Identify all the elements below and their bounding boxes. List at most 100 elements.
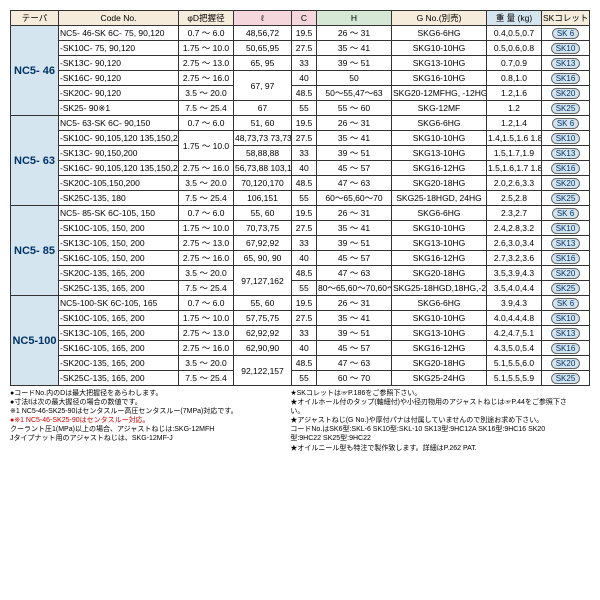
sk-collet-badge: SK20 bbox=[542, 86, 590, 101]
cell: -SK16C-105, 150, 200 bbox=[59, 251, 179, 266]
cell: 45 ～ 57 bbox=[317, 251, 392, 266]
sk-collet-badge: SK25 bbox=[542, 371, 590, 386]
cell: 70,73,75 bbox=[234, 221, 292, 236]
cell: 2.75 ～ 16.0 bbox=[179, 341, 234, 356]
cell: 50～55,47～63 bbox=[317, 86, 392, 101]
sk-collet-badge: SK10 bbox=[542, 41, 590, 56]
cell: 58,88,88 bbox=[234, 146, 292, 161]
cell: 35 ～ 41 bbox=[317, 41, 392, 56]
footnote: ●寸法ℓは次の最大握径の場合の数値です。 bbox=[10, 398, 288, 407]
cell: NC5-100-SK 6C-105, 165 bbox=[59, 296, 179, 311]
cell: 1.2 bbox=[487, 101, 542, 116]
cell: 0.7 ～ 6.0 bbox=[179, 296, 234, 311]
cell: 1.75 ～ 10.0 bbox=[179, 221, 234, 236]
group-label: NC5- 85 bbox=[11, 206, 59, 296]
footnote: ※1 NC5-46-SK25-90はセンタスルー高圧センタスルー(7MPa)対応… bbox=[10, 407, 288, 416]
sk-collet-badge: SK20 bbox=[542, 266, 590, 281]
cell: 7.5 ～ 25.4 bbox=[179, 281, 234, 296]
cell: 26 ～ 31 bbox=[317, 116, 392, 131]
cell: 5.1,5.5,6.0 bbox=[487, 356, 542, 371]
cell: -SK25- 90※1 bbox=[59, 101, 179, 116]
cell: SKG13-10HG bbox=[392, 146, 487, 161]
cell: NC5- 46-SK 6C- 75, 90,120 bbox=[59, 26, 179, 41]
cell: 33 bbox=[292, 56, 317, 71]
cell: -SK25C-135, 165, 200 bbox=[59, 281, 179, 296]
cell: SKG6-6HG bbox=[392, 206, 487, 221]
cell: SKG6-6HG bbox=[392, 26, 487, 41]
cell: 3.5,3.9,4.3 bbox=[487, 266, 542, 281]
cell: 62,92,92 bbox=[234, 326, 292, 341]
cell: -SK10C- 75, 90,120 bbox=[59, 41, 179, 56]
cell: 2.75 ～ 16.0 bbox=[179, 251, 234, 266]
cell: SKG20-12MFHG, -12HG bbox=[392, 86, 487, 101]
cell: 7.5 ～ 25.4 bbox=[179, 371, 234, 386]
sk-collet-badge: SK10 bbox=[542, 221, 590, 236]
cell: 40 bbox=[292, 161, 317, 176]
cell: 55, 60 bbox=[234, 206, 292, 221]
cell: 26 ～ 31 bbox=[317, 26, 392, 41]
cell: 55 bbox=[292, 371, 317, 386]
col-header: G No.(別売) bbox=[392, 11, 487, 26]
cell: 26 ～ 31 bbox=[317, 206, 392, 221]
sk-collet-badge: SK 6 bbox=[542, 26, 590, 41]
cell: 1.75 ～ 10.0 bbox=[179, 131, 234, 161]
cell: 3.5,4.0,4.4 bbox=[487, 281, 542, 296]
cell: 106,151 bbox=[234, 191, 292, 206]
cell: 2.6,3.0,3.4 bbox=[487, 236, 542, 251]
cell: SKG25-24HG bbox=[392, 371, 487, 386]
cell: 1.2,1.4 bbox=[487, 116, 542, 131]
cell: 65, 90, 90 bbox=[234, 251, 292, 266]
cell: 4.0,4.4,4.8 bbox=[487, 311, 542, 326]
col-header: テーパ bbox=[11, 11, 59, 26]
cell: SKG20-18HG bbox=[392, 176, 487, 191]
col-header: C bbox=[292, 11, 317, 26]
col-header: 重 量 (kg) bbox=[487, 11, 542, 26]
cell: 3.5 ～ 20.0 bbox=[179, 266, 234, 281]
sk-collet-badge: SK20 bbox=[542, 356, 590, 371]
footnote: ★オイルニール型も特注で製作致します。詳細はP.262 PAT. bbox=[290, 444, 568, 453]
cell: -SK13C-105, 165, 200 bbox=[59, 326, 179, 341]
cell: -SK25C-135, 180 bbox=[59, 191, 179, 206]
cell: 33 bbox=[292, 326, 317, 341]
cell: SKG13-10HG bbox=[392, 56, 487, 71]
cell: SKG20-18HG bbox=[392, 356, 487, 371]
cell: 1.4,1.5,1.6 1.8,1.7,1.9 bbox=[487, 131, 542, 146]
cell: 35 ～ 41 bbox=[317, 221, 392, 236]
cell: 39 ～ 51 bbox=[317, 56, 392, 71]
sk-collet-badge: SK16 bbox=[542, 341, 590, 356]
cell: SKG6-6HG bbox=[392, 296, 487, 311]
cell: -SK10C-105, 165, 200 bbox=[59, 311, 179, 326]
cell: SKG25-18HGD,18HG,-24HG bbox=[392, 281, 487, 296]
cell: 19.5 bbox=[292, 296, 317, 311]
cell: -SK10C- 90,105,120 135,150,200 bbox=[59, 131, 179, 146]
sk-collet-badge: SK13 bbox=[542, 56, 590, 71]
footnote: クーラント圧1(MPa)以上の場合、アジャストねじは:SKG-12MFH bbox=[10, 425, 288, 434]
footnote: ★アジャストねじ(G No.)や厚付パナは付属していませんので別途お求め下さい。 bbox=[290, 416, 568, 425]
cell: 1.75 ～ 10.0 bbox=[179, 41, 234, 56]
cell: 4.2,4.7,5.1 bbox=[487, 326, 542, 341]
cell: 0.7,0.9 bbox=[487, 56, 542, 71]
cell: -SK13C- 90,120 bbox=[59, 56, 179, 71]
cell: 2.7,3.2,3.6 bbox=[487, 251, 542, 266]
cell: 0.7 ～ 6.0 bbox=[179, 206, 234, 221]
cell: -SK16C-105, 165, 200 bbox=[59, 341, 179, 356]
cell: 2.75 ～ 16.0 bbox=[179, 161, 234, 176]
cell: 55 bbox=[292, 191, 317, 206]
footnote: Jタイプナット用のアジャストねじは、SKG-12MF-J bbox=[10, 434, 288, 443]
cell: 60 ～ 70 bbox=[317, 371, 392, 386]
cell: 0.7 ～ 6.0 bbox=[179, 26, 234, 41]
cell: 4.3,5.0,5.4 bbox=[487, 341, 542, 356]
cell: 19.5 bbox=[292, 26, 317, 41]
cell: 2.75 ～ 13.0 bbox=[179, 236, 234, 251]
cell: 19.5 bbox=[292, 206, 317, 221]
cell: 50,65,95 bbox=[234, 41, 292, 56]
cell: 3.5 ～ 20.0 bbox=[179, 356, 234, 371]
cell: NC5- 85-SK 6C-105, 150 bbox=[59, 206, 179, 221]
cell: 26 ～ 31 bbox=[317, 296, 392, 311]
cell: SKG25-18HGD, 24HG bbox=[392, 191, 487, 206]
cell: 2.0,2.6,3.3 bbox=[487, 176, 542, 191]
sk-collet-badge: SK16 bbox=[542, 251, 590, 266]
cell: SKG10-10HG bbox=[392, 221, 487, 236]
cell: -SK13C- 90,150,200 bbox=[59, 146, 179, 161]
col-header: H bbox=[317, 11, 392, 26]
